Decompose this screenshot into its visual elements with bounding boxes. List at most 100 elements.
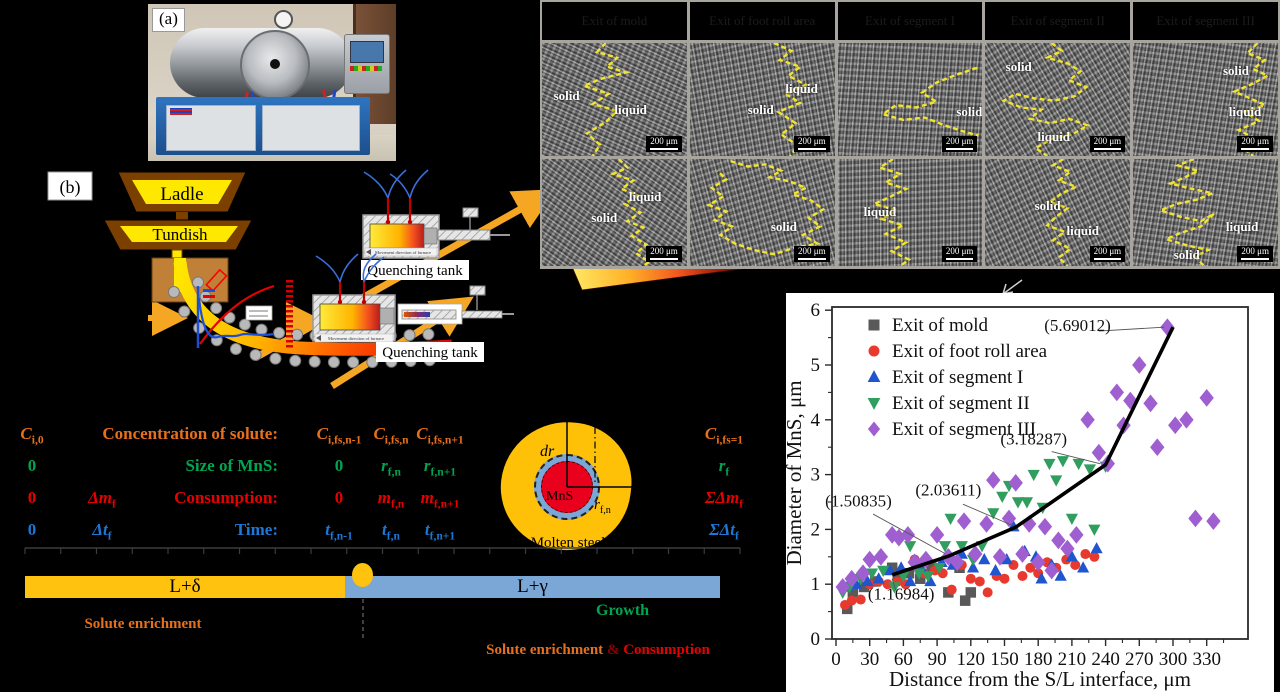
growth-label: Growth bbox=[596, 602, 650, 619]
micrograph-header: Exit of segment II bbox=[985, 2, 1131, 40]
panel-a-photo: (a) bbox=[148, 4, 396, 161]
sym: rf bbox=[718, 456, 730, 479]
sym: Ci,fs,n-1 bbox=[316, 424, 362, 447]
solid-label: solid bbox=[591, 210, 618, 226]
solid-label: solid bbox=[956, 104, 983, 120]
micrograph-cell: solid liquid 200 μm bbox=[985, 159, 1131, 266]
tundish-melt bbox=[120, 226, 238, 242]
svg-text:210: 210 bbox=[1058, 649, 1087, 670]
solute-enrichment-text: Solute enrichment bbox=[486, 642, 607, 658]
svg-text:330: 330 bbox=[1192, 649, 1221, 670]
phase-bar-section: L+δ L+γ Growth Solute enrichment Solute … bbox=[0, 540, 780, 692]
row-label: Time: bbox=[234, 520, 278, 539]
quenching-furnace-lower: Movement direction of furnace Quenching … bbox=[312, 253, 514, 362]
interface-line bbox=[542, 159, 687, 266]
scale-bar: 200 μm bbox=[646, 135, 682, 152]
x-axis-label: Distance from the S/L interface, μm bbox=[889, 667, 1191, 691]
L-gamma-label: L+γ bbox=[517, 576, 548, 597]
solid-label: solid bbox=[1034, 197, 1061, 213]
micrograph-cell: solid 200 μm bbox=[689, 159, 835, 266]
pressure-gauge bbox=[274, 10, 293, 29]
furnace-port bbox=[270, 59, 280, 69]
interface-line bbox=[690, 43, 835, 156]
sym: Δtf bbox=[92, 520, 112, 543]
micrograph-header: Exit of segment I bbox=[837, 2, 983, 40]
mns-diagram-lines bbox=[566, 415, 654, 491]
micrograph-cell: solid liquid 200 μm bbox=[985, 43, 1131, 156]
scale-bar-label: 200 μm bbox=[650, 245, 678, 256]
svg-text:120: 120 bbox=[957, 649, 986, 670]
row-label: Consumption: bbox=[174, 488, 278, 507]
red-annotation-column bbox=[286, 280, 293, 348]
scale-bar-label: 200 μm bbox=[1241, 135, 1269, 146]
svg-text:30: 30 bbox=[860, 649, 879, 670]
sym: mf,n+1 bbox=[420, 488, 460, 511]
furnace-direction-label: Movement direction of furnace bbox=[328, 336, 384, 341]
liquid-label: liquid bbox=[1225, 218, 1259, 234]
sym: ΣΔmf bbox=[704, 488, 744, 511]
micrograph-cell: liquid 200 μm bbox=[837, 159, 983, 266]
sym: 0 bbox=[27, 456, 37, 475]
scale-bar: 200 μm bbox=[941, 245, 978, 262]
scale-bar-label: 200 μm bbox=[650, 135, 678, 146]
svg-text:5: 5 bbox=[811, 355, 821, 376]
legend-item: Exit of segment I bbox=[892, 367, 1023, 388]
liquid-label: liquid bbox=[1037, 128, 1071, 144]
scale-bar-label: 200 μm bbox=[945, 245, 974, 256]
interface-line bbox=[838, 159, 983, 266]
micrograph-cell: solid liquid 200 μm bbox=[542, 43, 687, 156]
micrograph-cell: solid liquid 200 μm bbox=[542, 159, 687, 266]
dr-label: dr bbox=[540, 443, 555, 460]
legend-item: Exit of foot roll area bbox=[892, 341, 1048, 362]
solid-label: solid bbox=[770, 218, 797, 234]
sym: 0 bbox=[334, 488, 344, 507]
svg-text:1: 1 bbox=[811, 574, 821, 595]
svg-text:270: 270 bbox=[1125, 649, 1154, 670]
quenching-tank-label: Quenching tank bbox=[382, 345, 478, 361]
micrograph-cell: solid liquid 200 μm bbox=[1133, 43, 1278, 156]
legend-item: Exit of segment III bbox=[892, 419, 1036, 440]
sym: rf,n+1 bbox=[423, 456, 457, 479]
sym: Ci,fs=1 bbox=[704, 424, 744, 447]
scale-bar-label: 200 μm bbox=[1093, 135, 1122, 146]
svg-text:90: 90 bbox=[928, 649, 947, 670]
phase-bar-L-gamma: L+γ bbox=[345, 576, 720, 598]
data-annotation: (2.03611) bbox=[915, 480, 981, 499]
ladle-melt bbox=[132, 180, 232, 204]
solid-label: solid bbox=[1005, 58, 1032, 74]
sample-location-box bbox=[205, 268, 228, 292]
scatter-plot-panel: 0 30 60 90 120 150 180 210 240 270 300 330 0 1 2 3 4 5 6 Di… bbox=[786, 293, 1274, 692]
furnace-direction-label: Movement direction of furnace bbox=[375, 250, 431, 255]
mns-growth-diagram: dr rf,n MnS Molten steel bbox=[493, 413, 676, 571]
svg-text:150: 150 bbox=[990, 649, 1019, 670]
legend-item: Exit of segment II bbox=[892, 393, 1030, 414]
micrograph-header: Exit of mold bbox=[542, 2, 687, 40]
micrograph-cell: solid liquid 200 μm bbox=[689, 43, 835, 156]
mns-core-label: MnS bbox=[546, 489, 574, 504]
solid-label: solid bbox=[553, 88, 580, 104]
solute-row-time: 0 Δtf Time: tf,n-1 tf,n tf,n+1 ΣΔtf bbox=[0, 520, 780, 550]
data-annotation: (5.69012) bbox=[1044, 316, 1111, 335]
furnace-end-cap bbox=[240, 30, 310, 100]
L-delta-label: L+δ bbox=[169, 576, 201, 597]
sym: Ci,fs,n bbox=[373, 424, 409, 447]
sym: Δmf bbox=[88, 488, 116, 511]
ladle-label: Ladle bbox=[160, 184, 203, 205]
sym: 0 bbox=[334, 456, 344, 475]
scale-bar: 200 μm bbox=[1237, 245, 1273, 262]
svg-text:180: 180 bbox=[1024, 649, 1053, 670]
svg-text:300: 300 bbox=[1159, 649, 1188, 670]
panel-b-tag-bg bbox=[47, 171, 93, 201]
scatter-plot: 0 30 60 90 120 150 180 210 240 270 300 330 0 1 2 3 4 5 6 Di… bbox=[786, 300, 1249, 691]
svg-text:3: 3 bbox=[811, 465, 821, 486]
brand-logo bbox=[170, 108, 192, 115]
control-screen bbox=[350, 41, 384, 63]
solute-enrichment-label: Solute enrichment bbox=[84, 616, 202, 632]
micrograph-grid: Exit of mold Exit of foot roll area Exit o… bbox=[540, 0, 1280, 269]
scale-bar: 200 μm bbox=[794, 135, 830, 152]
micrograph-cell: liquid solid 200 μm bbox=[1133, 159, 1278, 266]
sym: tf,n-1 bbox=[325, 520, 353, 543]
solute-table: Ci,0 Concentration of solute: Ci,fs,n-1 … bbox=[0, 416, 780, 542]
sym-ci0: Ci,0 bbox=[20, 424, 44, 447]
svg-text:60: 60 bbox=[894, 649, 913, 670]
